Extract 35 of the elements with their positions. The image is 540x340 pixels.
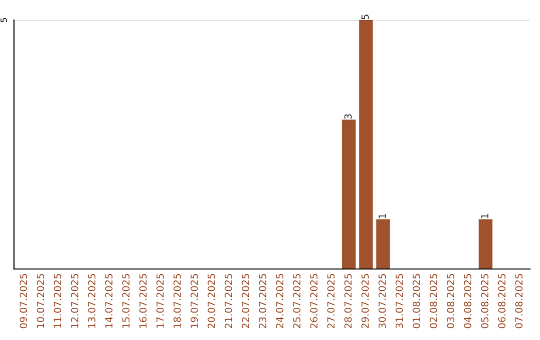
x-tick-label: 31.07.2025 <box>396 274 403 328</box>
x-tick-label: 12.07.2025 <box>70 274 78 328</box>
x-tick-label: 11.07.2025 <box>54 274 62 328</box>
x-tick-label: 16.07.2025 <box>139 274 147 328</box>
x-tick-label: 19.07.2025 <box>190 274 198 328</box>
ref-line-label: 5 <box>0 18 7 22</box>
data-label: 3 <box>344 114 352 119</box>
x-tick-label: 22.07.2025 <box>242 274 250 328</box>
x-tick-label: 02.08.2025 <box>430 274 438 328</box>
x-tick-label: 05.08.2025 <box>481 274 488 328</box>
x-tick-label: 09.07.2025 <box>20 274 28 328</box>
x-tick-label: 25.07.2025 <box>293 274 300 328</box>
x-tick-label: 10.07.2025 <box>36 274 44 328</box>
x-tick-label: 28.07.2025 <box>344 274 352 328</box>
x-tick-label: 03.08.2025 <box>446 274 454 328</box>
x-tick-label: 23.07.2025 <box>258 274 266 328</box>
x-tick-label: 30.07.2025 <box>378 274 386 328</box>
x-tick-label: 24.07.2025 <box>276 274 284 328</box>
x-tick-label: 04.08.2025 <box>464 274 472 328</box>
x-tick-label: 15.07.2025 <box>122 274 130 328</box>
data-label: 1 <box>481 214 488 218</box>
x-tick-label: 27.07.2025 <box>327 274 335 328</box>
data-label: 5 <box>362 14 369 20</box>
x-tick-label: 21.07.2025 <box>224 274 232 328</box>
x-tick-label: 13.07.2025 <box>88 274 96 328</box>
x-tick-label: 29.07.2025 <box>361 274 369 328</box>
data-label: 1 <box>378 214 386 218</box>
x-tick-label: 06.08.2025 <box>498 274 506 328</box>
x-tick-label: 17.07.2025 <box>156 274 164 328</box>
x-tick-label: 18.07.2025 <box>173 274 181 328</box>
x-tick-label: 14.07.2025 <box>105 274 113 328</box>
x-tick-label: 20.07.2025 <box>208 274 216 328</box>
x-tick-label: 26.07.2025 <box>310 274 318 328</box>
x-tick-label: 01.08.2025 <box>412 274 420 328</box>
x-tick-label: 07.08.2025 <box>515 274 523 328</box>
